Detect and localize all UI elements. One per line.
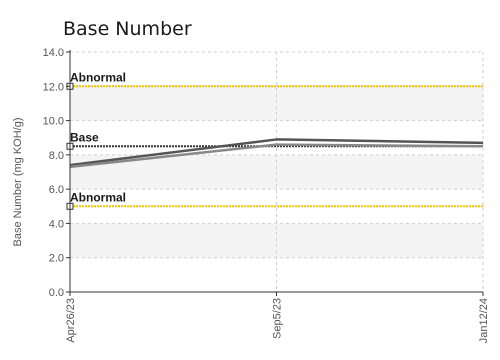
y-tick-label: 2.0: [49, 253, 64, 265]
series-lines: [69, 138, 484, 169]
chart-title: Base Number: [63, 18, 192, 40]
y-tick-label: 6.0: [49, 184, 64, 196]
y-tick-labels: 0.0 2.0 4.0 6.0 8.0 10.0 12.0 14.0: [43, 47, 70, 299]
x-tick-label: Apr26/23: [65, 298, 77, 343]
x-tick-labels: Apr26/23 Sep5/23 Jan12/24: [65, 292, 490, 343]
x-tick-label: Sep5/23: [272, 298, 284, 339]
y-tick-label: 12.0: [43, 81, 64, 93]
reference-label: Abnormal: [70, 190, 126, 204]
series-line: [69, 138, 484, 167]
reference-label: Base: [70, 130, 99, 144]
y-axis-label: Base Number (mg KOH/g): [12, 118, 24, 247]
reference-label: Abnormal: [70, 70, 126, 84]
y-tick-label: 14.0: [43, 47, 64, 59]
y-tick-label: 0.0: [49, 287, 64, 299]
background-band: [70, 86, 483, 121]
reference-lines: Abnormal Base Abnormal: [66, 70, 483, 210]
y-tick-label: 4.0: [49, 218, 64, 230]
y-tick-label: 8.0: [49, 150, 64, 162]
series-line: [69, 143, 484, 169]
grid-lines: [70, 51, 484, 292]
y-tick-label: 10.0: [43, 116, 64, 128]
x-tick-label: Jan12/24: [478, 298, 490, 343]
